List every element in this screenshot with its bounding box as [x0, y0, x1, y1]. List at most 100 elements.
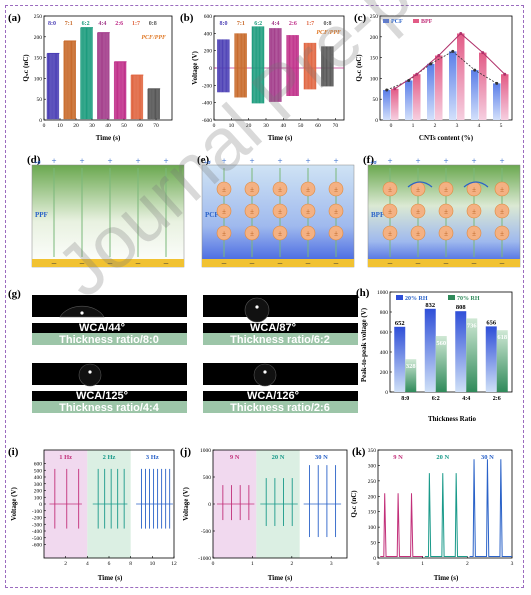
positive-charge: + [387, 156, 392, 166]
bpf-trend [394, 32, 506, 90]
y-tick-label: 600 [34, 462, 43, 468]
y-axis-label: Voltage (V) [10, 486, 18, 520]
y-tick-label: 200 [34, 35, 43, 41]
negative-charge: – [443, 258, 449, 268]
cnt-particle [382, 181, 398, 197]
particle-dipole: ± [388, 208, 392, 216]
plot-frame [379, 15, 513, 121]
sigma-label: +σ [204, 160, 211, 166]
panel-label: (d) [27, 154, 41, 166]
ratio-label: 6:2 [254, 21, 262, 27]
particle-dipole: ± [306, 186, 310, 194]
x-tick-label: 6:2 [432, 396, 440, 402]
pcf-marker [451, 49, 455, 53]
contact-angle-value: WCA/44° [79, 322, 125, 334]
particle-dipole: ± [278, 208, 282, 216]
cnt-particle [494, 181, 510, 197]
x-tick-label: 8 [129, 561, 132, 567]
panel-label: (b) [180, 12, 194, 24]
negative-charge: – [499, 258, 505, 268]
bpf-marker [393, 87, 397, 91]
bpf-bar [457, 33, 465, 120]
positive-charge: + [51, 156, 56, 166]
cnt-particle [300, 203, 316, 219]
bpf-marker [415, 72, 419, 76]
cnt-particle [466, 203, 482, 219]
water-droplet [253, 363, 277, 387]
pcf-bar [405, 80, 413, 120]
ratio-label: 7:1 [65, 21, 73, 27]
ratio-label: 8:0 [220, 21, 228, 27]
y-tick-label: 200 [34, 489, 43, 495]
legend-bpf: BPF [421, 19, 433, 25]
ratio-label: 0:8 [324, 21, 332, 27]
particle-dipole: ± [472, 208, 476, 216]
particle-dipole: ± [388, 230, 392, 238]
negative-charge: – [305, 258, 311, 268]
cnt-particle [328, 203, 344, 219]
y-tick-label: 100 [34, 76, 43, 82]
x-tick-label: 2 [434, 123, 437, 129]
cnt-particle [382, 225, 398, 241]
water-droplet [78, 363, 102, 387]
electrode-layer [32, 259, 184, 267]
panel-label: (g) [8, 288, 21, 300]
pcf-bar [471, 70, 479, 120]
y-tick-label: 100 [34, 495, 43, 501]
cnt-particle [494, 225, 510, 241]
cnt-particle [244, 225, 260, 241]
water-droplet [244, 297, 270, 323]
x-tick-label: 0 [213, 123, 216, 129]
positive-charge: + [79, 156, 84, 166]
y-tick-label: 800 [380, 310, 389, 316]
electrode-layer [202, 259, 354, 267]
x-tick-label: 1 [412, 123, 415, 129]
figure-frame [5, 5, 524, 588]
rh20-value: 652 [395, 320, 405, 327]
x-axis-label: Time (s) [268, 574, 293, 582]
negative-charge: – [51, 258, 57, 268]
x-tick-label: 20 [246, 123, 252, 129]
rh20-bar [424, 308, 436, 392]
x-tick-label: 50 [121, 123, 127, 129]
cnt-particle [216, 203, 232, 219]
rh20-value: 832 [425, 302, 435, 309]
y-tick-label: 300 [34, 482, 43, 488]
particle-dipole: ± [222, 186, 226, 194]
x-tick-label: 2 [290, 561, 293, 567]
frequency-label: 2 Hz [103, 454, 116, 461]
rh70-value: 736 [467, 322, 478, 329]
legend-rh20: 20% RH [405, 296, 428, 302]
negative-charge: – [135, 258, 141, 268]
pcf-bar [427, 63, 435, 120]
x-tick-label: 4:4 [462, 396, 470, 402]
negative-charge: – [333, 258, 339, 268]
particle-dipole: ± [222, 208, 226, 216]
bpf-bar [479, 52, 487, 120]
x-tick-label: 50 [298, 123, 304, 129]
x-tick-label: 2 [466, 561, 469, 567]
pcf-bar [493, 83, 501, 120]
x-tick-label: 30 [89, 123, 95, 129]
y-tick-label: 250 [370, 14, 379, 20]
bpf-bar [413, 74, 421, 120]
x-tick-label: 60 [137, 123, 143, 129]
cnt-particle [300, 225, 316, 241]
charge-trace [469, 459, 512, 557]
ratio-label: 2:6 [289, 21, 297, 27]
x-tick-label: 4 [478, 123, 481, 129]
positive-charge: + [277, 156, 282, 166]
y-tick-label: 0 [208, 502, 211, 508]
frequency-label: 1 Hz [59, 454, 72, 461]
thickness-ratio: Thickness ratio/2:6 [230, 402, 330, 414]
contact-angle-value: WCA/126° [247, 390, 299, 402]
cnt-particle [244, 203, 260, 219]
ratio-label: 0:8 [149, 21, 157, 27]
force-label: 30 N [481, 454, 494, 461]
x-axis-label: Thickness Ratio [428, 415, 477, 423]
x-tick-label: 0 [377, 561, 380, 567]
particle-dipole: ± [334, 186, 338, 194]
substrate-line [203, 317, 358, 323]
positive-charge: + [221, 156, 226, 166]
